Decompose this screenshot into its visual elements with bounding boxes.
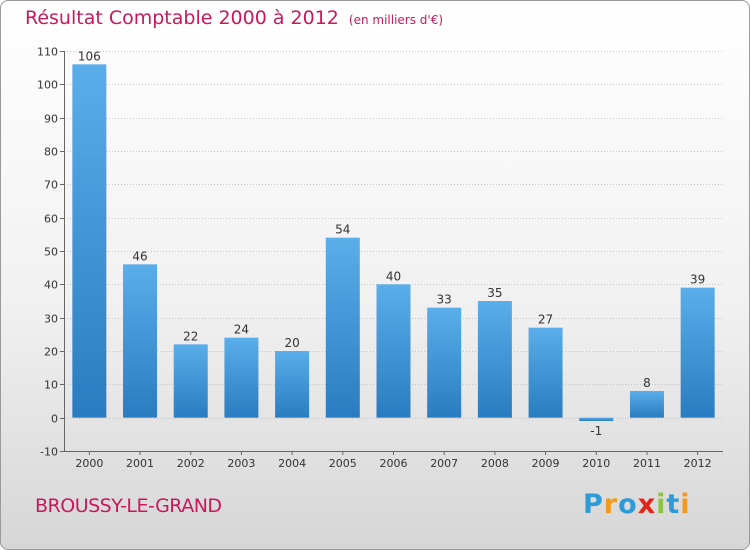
bar-2009 bbox=[528, 327, 563, 418]
bar-2003 bbox=[224, 337, 259, 418]
y-tick-label: 40 bbox=[44, 279, 58, 292]
bar-2010 bbox=[579, 417, 614, 421]
bar-2008 bbox=[477, 301, 512, 418]
y-tick-label: -10 bbox=[40, 446, 58, 459]
data-label: 24 bbox=[234, 323, 249, 337]
bar-2000 bbox=[72, 64, 107, 418]
labels: -10 0 10 20 30 40 50 60 70 80 90 100 110 2000 106 2001 4… bbox=[37, 46, 712, 471]
data-label: 27 bbox=[538, 313, 553, 327]
axes bbox=[60, 51, 723, 455]
commune-name: BROUSSY-LE-GRAND bbox=[35, 495, 222, 517]
bar-2002 bbox=[173, 344, 208, 418]
y-tick-label: 100 bbox=[37, 79, 58, 92]
bar-2005 bbox=[325, 237, 360, 418]
logo-letter: i bbox=[680, 489, 691, 520]
y-tick-label: 50 bbox=[44, 246, 58, 259]
chart-title-block: Résultat Comptable 2000 à 2012 (en millie… bbox=[25, 7, 443, 29]
logo-letter: t bbox=[666, 489, 681, 520]
x-tick-label: 2005 bbox=[329, 457, 357, 470]
x-tick-label: 2008 bbox=[481, 457, 509, 470]
logo-letter: x bbox=[637, 489, 657, 520]
bar-2012 bbox=[680, 287, 715, 418]
y-tick-label: 10 bbox=[44, 379, 58, 392]
data-label: 40 bbox=[386, 269, 401, 283]
bar-2006 bbox=[376, 284, 411, 418]
y-tick-label: 80 bbox=[44, 146, 58, 159]
logo-letter: o bbox=[618, 489, 638, 520]
x-tick-label: 2004 bbox=[278, 457, 306, 470]
data-label: 106 bbox=[78, 49, 101, 63]
logo-letter: P bbox=[583, 489, 604, 520]
x-tick-label: 2001 bbox=[126, 457, 154, 470]
x-tick-label: 2010 bbox=[582, 457, 610, 470]
bar-2001 bbox=[123, 264, 158, 418]
proxiti-logo: Proxiti bbox=[583, 489, 691, 520]
data-label: -1 bbox=[590, 424, 602, 438]
y-tick-label: 70 bbox=[44, 179, 58, 192]
y-tick-label: 110 bbox=[37, 46, 58, 59]
x-tick-label: 2003 bbox=[227, 457, 255, 470]
bar-2007 bbox=[427, 307, 462, 418]
x-tick-label: 2007 bbox=[430, 457, 458, 470]
data-label: 39 bbox=[690, 273, 705, 287]
data-label: 33 bbox=[437, 293, 452, 307]
chart-title: Résultat Comptable 2000 à 2012 bbox=[25, 7, 339, 29]
data-label: 8 bbox=[643, 376, 651, 390]
y-tick-label: 0 bbox=[51, 413, 58, 426]
x-tick-label: 2012 bbox=[684, 457, 712, 470]
chart-subtitle: (en milliers d'€) bbox=[348, 13, 444, 27]
y-tick-label: 90 bbox=[44, 113, 58, 126]
data-label: 46 bbox=[132, 249, 147, 263]
y-tick-label: 30 bbox=[44, 313, 58, 326]
logo-letter: r bbox=[603, 489, 619, 520]
bar-2004 bbox=[275, 351, 310, 418]
x-tick-label: 2002 bbox=[177, 457, 205, 470]
logo-letter: i bbox=[656, 489, 667, 520]
data-label: 35 bbox=[487, 286, 502, 300]
x-tick-label: 2011 bbox=[633, 457, 661, 470]
x-tick-label: 2000 bbox=[75, 457, 103, 470]
y-tick-label: 60 bbox=[44, 213, 58, 226]
data-label: 20 bbox=[284, 336, 299, 350]
data-label: 54 bbox=[335, 223, 350, 237]
bars bbox=[72, 64, 715, 421]
x-tick-label: 2006 bbox=[380, 457, 408, 470]
bar-2011 bbox=[629, 391, 664, 418]
x-tick-label: 2009 bbox=[532, 457, 560, 470]
data-label: 22 bbox=[183, 329, 198, 343]
y-tick-label: 20 bbox=[44, 346, 58, 359]
